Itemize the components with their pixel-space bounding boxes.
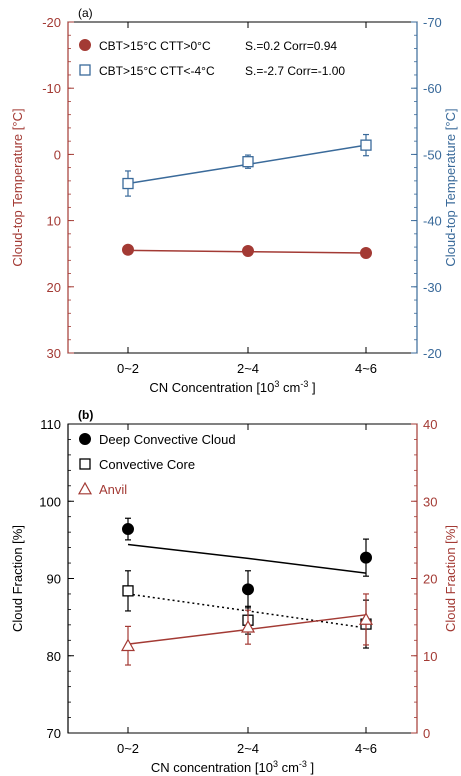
panel-label: (b) <box>78 408 93 422</box>
data-point <box>360 139 372 151</box>
series-0 <box>122 517 372 609</box>
left-tick-label: 20 <box>47 280 61 295</box>
legend: Deep Convective Cloud Convective Core Anvi… <box>77 432 236 497</box>
legend-marker <box>77 481 93 495</box>
right-tick-label: -50 <box>423 147 442 162</box>
x-tick-label: 0~2 <box>117 741 139 756</box>
data-point <box>358 612 374 625</box>
legend-marker <box>79 433 91 445</box>
left-tick-label: 30 <box>47 346 61 361</box>
right-tick-label: -30 <box>423 280 442 295</box>
series-2 <box>120 593 374 666</box>
series-1 <box>122 570 372 649</box>
data-point <box>122 523 134 536</box>
legend-stats: S.=0.2 Corr=0.94 <box>245 39 337 53</box>
legend-label: CBT>15°C CTT<-4°C <box>99 64 215 78</box>
left-tick-label: 90 <box>47 572 61 587</box>
legend-stats: S.=-2.7 Corr=-1.00 <box>245 64 345 78</box>
data-point <box>360 551 372 564</box>
data-point <box>242 583 254 596</box>
legend-label: Deep Convective Cloud <box>99 432 236 447</box>
panel-label: (a) <box>78 6 93 20</box>
right-tick-label: 30 <box>423 494 437 509</box>
legend-label: CBT>15°C CTT>0°C <box>99 39 211 53</box>
legend-marker <box>79 458 91 470</box>
series-1 <box>122 133 372 197</box>
left-tick-label: 80 <box>47 649 61 664</box>
data-point <box>242 245 254 258</box>
data-point <box>240 619 256 633</box>
x-axis-label-part: CN concentration [10 <box>151 760 273 775</box>
x-axis-label: CN Concentration [103 cm-3 ] <box>149 379 315 395</box>
x-axis-label: CN concentration [103 cm-3 ] <box>151 759 314 775</box>
left-tick-label: 70 <box>47 726 61 741</box>
x-axis-label-part: ] <box>308 380 315 395</box>
x-axis-label-part: ] <box>307 760 314 775</box>
x-axis-label-part: cm <box>278 760 299 775</box>
x-axis-label-part: 3 <box>273 759 278 769</box>
x-axis-label-part: 3 <box>274 379 279 389</box>
series-fit-line <box>127 543 367 574</box>
legend-label: Anvil <box>99 482 127 497</box>
x-tick-label: 2~4 <box>237 741 259 756</box>
y-axis-label-left: Cloud Fraction [%] <box>10 525 25 632</box>
x-axis-label-part: cm <box>279 380 300 395</box>
legend-marker <box>79 64 91 76</box>
legend: CBT>15°C CTT>0°C S.=0.2 Corr=0.94 CBT>15°C… <box>79 39 345 78</box>
chart-panel-b: (b) 70 80 90 100 110 0 10 20 30 40 0~2 2~4 4~6 CN conc… <box>10 408 458 775</box>
left-tick-label: 100 <box>39 494 61 509</box>
right-tick-label: -70 <box>423 15 442 30</box>
left-tick-label: -20 <box>42 15 61 30</box>
chart-panel-a: (a) -20 -10 0 10 20 30 -70 -60 -50 -40 -30 -20 0~2 2~4… <box>10 6 458 395</box>
x-tick-label: 0~2 <box>117 361 139 376</box>
left-tick-label: -10 <box>42 81 61 96</box>
right-tick-label: -20 <box>423 346 442 361</box>
right-tick-label: 0 <box>423 726 430 741</box>
y-axis-label-left: Cloud-top Temperature [°C] <box>10 108 25 266</box>
data-point <box>122 585 134 597</box>
data-point <box>120 638 136 652</box>
right-tick-label: -40 <box>423 214 442 229</box>
x-tick-label: 4~6 <box>355 741 377 756</box>
x-tick-label: 2~4 <box>237 361 259 376</box>
x-axis-label-part: CN Concentration [10 <box>149 380 274 395</box>
left-tick-label: 0 <box>54 147 61 162</box>
data-point <box>360 247 372 260</box>
right-tick-label: -60 <box>423 81 442 96</box>
x-tick-label: 4~6 <box>355 361 377 376</box>
right-tick-label: 20 <box>423 572 437 587</box>
y-axis-label-right: Cloud-top Temperature [°C] <box>443 108 458 266</box>
data-point <box>122 177 134 190</box>
y-axis-label-right: Cloud Fraction [%] <box>443 525 458 632</box>
legend-marker <box>79 39 91 51</box>
legend-label: Convective Core <box>99 457 195 472</box>
left-tick-label: 110 <box>40 417 61 432</box>
data-point <box>242 156 254 168</box>
x-axis-label-part: -3 <box>299 759 307 769</box>
series-0 <box>122 243 372 260</box>
right-tick-label: 40 <box>423 417 437 432</box>
right-tick-label: 10 <box>423 649 437 664</box>
x-axis-label-part: -3 <box>300 379 308 389</box>
left-tick-label: 10 <box>47 214 61 229</box>
data-point <box>122 243 134 256</box>
